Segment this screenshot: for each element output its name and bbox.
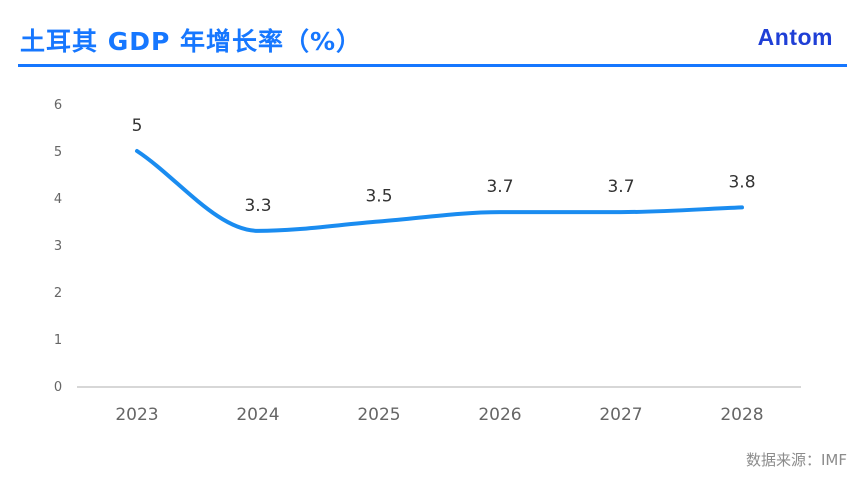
page-title: 土耳其 GDP 年增长率（%） [20, 27, 363, 56]
data-label: 3.5 [365, 187, 392, 207]
data-labels: 5 3.3 3.5 3.7 3.7 3.8 [132, 116, 756, 216]
x-axis-ticks: 2023 2024 2025 2026 2027 2028 [115, 405, 763, 425]
data-label: 5 [132, 116, 143, 136]
y-tick-label: 2 [54, 286, 62, 301]
x-tick-label: 2025 [357, 405, 400, 425]
y-tick-label: 6 [54, 98, 62, 113]
title-underline [18, 64, 847, 67]
x-tick-label: 2024 [236, 405, 279, 425]
data-label: 3.7 [486, 177, 513, 197]
y-tick-label: 0 [54, 380, 62, 395]
y-axis-ticks: 0 1 2 3 4 5 6 [54, 98, 62, 395]
data-label: 3.7 [607, 177, 634, 197]
data-source-note: 数据来源：IMF [746, 451, 847, 469]
x-tick-label: 2023 [115, 405, 158, 425]
data-label: 3.3 [244, 196, 271, 216]
y-tick-label: 1 [54, 333, 62, 348]
x-tick-label: 2028 [720, 405, 763, 425]
brand-logo: Antom [757, 24, 833, 50]
y-tick-label: 5 [54, 145, 62, 160]
data-label: 3.8 [728, 172, 755, 192]
y-tick-label: 3 [54, 239, 62, 254]
y-tick-label: 4 [54, 192, 62, 207]
x-tick-label: 2027 [599, 405, 642, 425]
x-tick-label: 2026 [478, 405, 521, 425]
drop-lines [136, 151, 743, 386]
series-line [135, 149, 744, 233]
header: 土耳其 GDP 年增长率（%） Antom [0, 0, 865, 70]
